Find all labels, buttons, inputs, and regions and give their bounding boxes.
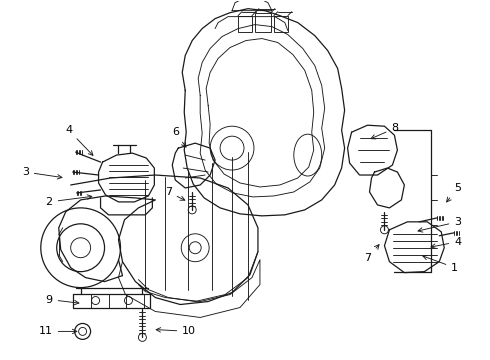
Text: 4: 4 [431,237,461,248]
Bar [274,15,288,32]
Text: 4: 4 [65,125,93,156]
Text: 9: 9 [46,294,79,305]
Text: 3: 3 [418,217,461,232]
Text: 6: 6 [172,127,186,147]
Bar [238,15,252,32]
Bar [255,13,271,32]
Text: 3: 3 [22,167,62,179]
Text: 5: 5 [446,183,461,202]
Text: 7: 7 [165,187,185,200]
Text: 7: 7 [365,245,379,263]
Text: 11: 11 [39,327,77,336]
Text: 2: 2 [46,195,92,207]
Text: 1: 1 [423,256,458,273]
Text: 10: 10 [156,327,196,336]
Text: 8: 8 [371,123,398,139]
